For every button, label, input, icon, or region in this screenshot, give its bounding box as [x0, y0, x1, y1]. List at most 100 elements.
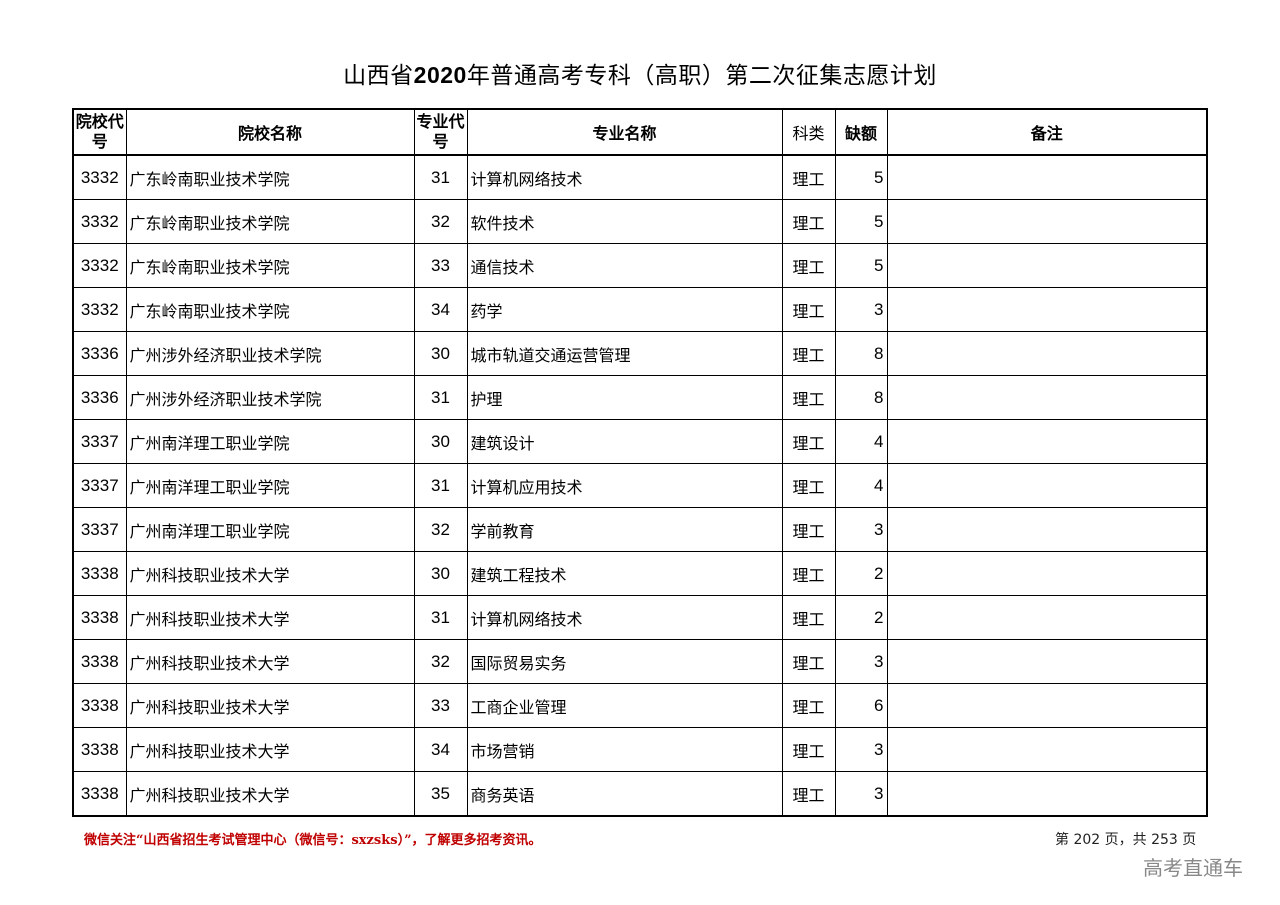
cell-school-code: 3337 [72, 507, 127, 552]
cell-school-code: 3336 [72, 331, 127, 376]
cell-school-code: 3336 [72, 375, 127, 420]
table-row: 3338 广州科技职业技术大学 31 计算机网络技术 理工 2 [72, 595, 1208, 640]
cell-vacancies: 3 [834, 507, 888, 552]
cell-school-code: 3332 [72, 287, 127, 332]
header-major-code: 专业代号 [413, 108, 468, 156]
cell-category: 理工 [781, 595, 836, 640]
cell-vacancies: 3 [834, 771, 888, 817]
cell-school-name: 广州科技职业技术大学 [125, 771, 415, 817]
cell-vacancies: 6 [834, 683, 888, 728]
cell-school-name: 广东岭南职业技术学院 [125, 287, 415, 332]
cell-major-code: 31 [413, 595, 468, 640]
cell-school-code: 3332 [72, 243, 127, 288]
cell-category: 理工 [781, 683, 836, 728]
cell-school-name: 广州科技职业技术大学 [125, 727, 415, 772]
wechat-note: 微信关注“山西省招生考试管理中心（微信号：sxzsks）”，了解更多招考资讯。 [84, 833, 542, 848]
cell-major-code: 34 [413, 287, 468, 332]
cell-school-name: 广东岭南职业技术学院 [125, 199, 415, 244]
cell-school-name: 广州南洋理工职业学院 [125, 419, 415, 464]
table-row: 3336 广州涉外经济职业技术学院 30 城市轨道交通运营管理 理工 8 [72, 331, 1208, 376]
cell-school-code: 3337 [72, 419, 127, 464]
cell-remarks [886, 771, 1208, 817]
header-remarks: 备注 [886, 108, 1208, 156]
cell-major-code: 33 [413, 683, 468, 728]
cell-major-code: 31 [413, 375, 468, 420]
cell-category: 理工 [781, 375, 836, 420]
header-school-name: 院校名称 [125, 108, 415, 156]
cell-remarks [886, 287, 1208, 332]
cell-major-code: 32 [413, 507, 468, 552]
cell-school-name: 广州涉外经济职业技术学院 [125, 375, 415, 420]
cell-major-code: 32 [413, 199, 468, 244]
cell-remarks [886, 595, 1208, 640]
table-row: 3338 广州科技职业技术大学 33 工商企业管理 理工 6 [72, 683, 1208, 728]
cell-vacancies: 4 [834, 419, 888, 464]
title-suffix: 年普通高考专科（高职）第二次征集志愿计划 [466, 63, 937, 89]
cell-vacancies: 3 [834, 287, 888, 332]
cell-major-code: 33 [413, 243, 468, 288]
cell-major-name: 通信技术 [466, 243, 783, 288]
cell-remarks [886, 419, 1208, 464]
cell-school-name: 广州科技职业技术大学 [125, 595, 415, 640]
cell-school-name: 广州南洋理工职业学院 [125, 507, 415, 552]
cell-category: 理工 [781, 243, 836, 288]
table-row: 3338 广州科技职业技术大学 34 市场营销 理工 3 [72, 727, 1208, 772]
cell-major-name: 计算机网络技术 [466, 595, 783, 640]
title-year: 2020 [413, 62, 467, 88]
table-row: 3336 广州涉外经济职业技术学院 31 护理 理工 8 [72, 375, 1208, 420]
cell-major-code: 30 [413, 331, 468, 376]
page-number: 第 202 页，共 253 页 [1055, 832, 1197, 848]
cell-school-name: 广州科技职业技术大学 [125, 639, 415, 684]
cell-remarks [886, 683, 1208, 728]
cell-major-name: 计算机应用技术 [466, 463, 783, 508]
table-row: 3338 广州科技职业技术大学 32 国际贸易实务 理工 3 [72, 639, 1208, 684]
cell-school-code: 3338 [72, 595, 127, 640]
cell-vacancies: 5 [834, 243, 888, 288]
cell-school-code: 3338 [72, 727, 127, 772]
cell-school-name: 广州涉外经济职业技术学院 [125, 331, 415, 376]
cell-remarks [886, 463, 1208, 508]
cell-vacancies: 8 [834, 375, 888, 420]
table-row: 3337 广州南洋理工职业学院 30 建筑设计 理工 4 [72, 419, 1208, 464]
cell-major-code: 31 [413, 463, 468, 508]
cell-school-name: 广州南洋理工职业学院 [125, 463, 415, 508]
cell-category: 理工 [781, 287, 836, 332]
cell-remarks [886, 199, 1208, 244]
cell-major-name: 工商企业管理 [466, 683, 783, 728]
header-major-name: 专业名称 [466, 108, 783, 156]
cell-major-code: 30 [413, 419, 468, 464]
cell-major-name: 计算机网络技术 [466, 154, 783, 200]
cell-category: 理工 [781, 727, 836, 772]
cell-major-code: 32 [413, 639, 468, 684]
page-title: 山西省2020年普通高考专科（高职）第二次征集志愿计划 [0, 56, 1280, 90]
table-row: 3338 广州科技职业技术大学 35 商务英语 理工 3 [72, 771, 1208, 817]
cell-remarks [886, 727, 1208, 772]
header-school-code: 院校代号 [72, 108, 127, 156]
cell-vacancies: 3 [834, 639, 888, 684]
cell-remarks [886, 375, 1208, 420]
cell-remarks [886, 243, 1208, 288]
cell-major-name: 城市轨道交通运营管理 [466, 331, 783, 376]
cell-category: 理工 [781, 463, 836, 508]
cell-remarks [886, 507, 1208, 552]
cell-major-code: 34 [413, 727, 468, 772]
cell-major-name: 市场营销 [466, 727, 783, 772]
cell-school-code: 3338 [72, 771, 127, 817]
cell-school-name: 广州科技职业技术大学 [125, 551, 415, 596]
cell-major-code: 30 [413, 551, 468, 596]
header-category: 科类 [781, 108, 836, 156]
cell-category: 理工 [781, 551, 836, 596]
cell-remarks [886, 639, 1208, 684]
table-row: 3332 广东岭南职业技术学院 32 软件技术 理工 5 [72, 199, 1208, 244]
cell-major-name: 学前教育 [466, 507, 783, 552]
cell-school-name: 广东岭南职业技术学院 [125, 243, 415, 288]
table-row: 3337 广州南洋理工职业学院 32 学前教育 理工 3 [72, 507, 1208, 552]
cell-major-name: 商务英语 [466, 771, 783, 817]
cell-school-code: 3338 [72, 683, 127, 728]
cell-major-name: 药学 [466, 287, 783, 332]
cell-category: 理工 [781, 331, 836, 376]
cell-remarks [886, 154, 1208, 200]
cell-category: 理工 [781, 154, 836, 200]
cell-vacancies: 8 [834, 331, 888, 376]
cell-major-code: 31 [413, 154, 468, 200]
